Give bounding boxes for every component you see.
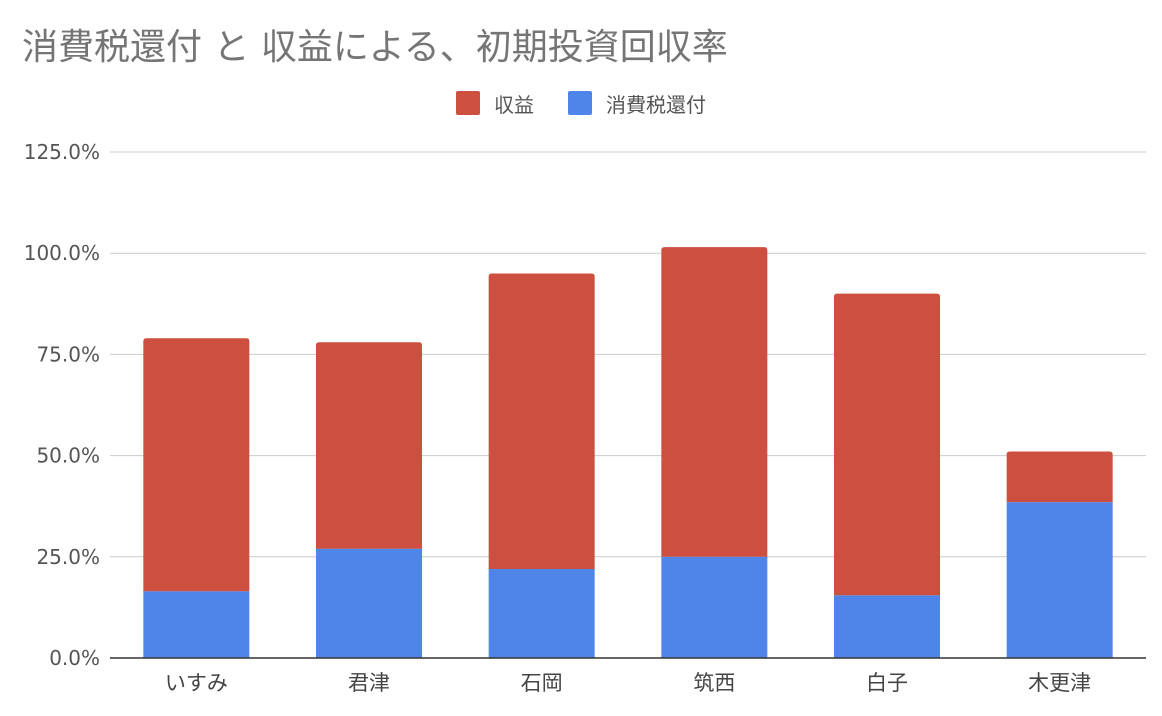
bar-segment <box>661 556 768 658</box>
y-tick-label: 50.0% <box>36 444 100 468</box>
y-tick-label: 100.0% <box>24 241 100 265</box>
x-tick-label: いすみ <box>165 671 228 695</box>
bar-segment <box>143 338 250 592</box>
bar-segment <box>1006 502 1113 658</box>
bar-segment <box>1006 451 1113 503</box>
bar-segment <box>316 342 422 549</box>
y-tick-label: 125.0% <box>24 140 100 164</box>
legend-label-tax-refund: 消費税還付 <box>606 92 706 117</box>
y-tick-label: 75.0% <box>36 342 100 366</box>
legend-swatch-revenue <box>456 91 480 115</box>
bar-segment <box>834 293 940 596</box>
legend-item-revenue: 収益 <box>456 89 534 118</box>
x-tick-label: 木更津 <box>1028 671 1091 695</box>
bar-segment <box>834 595 940 658</box>
chart-legend: 収益 消費税還付 <box>0 88 1162 118</box>
bar-segment <box>661 247 768 557</box>
legend-label-revenue: 収益 <box>494 92 534 117</box>
legend-item-tax-refund: 消費税還付 <box>568 89 706 118</box>
x-tick-label: 君津 <box>348 671 390 695</box>
legend-swatch-tax-refund <box>568 91 592 115</box>
bar-segment <box>143 591 250 658</box>
chart-title: 消費税還付 と 収益による、初期投資回収率 <box>22 27 728 68</box>
y-tick-label: 0.0% <box>49 646 100 670</box>
bar-segment <box>488 568 595 658</box>
x-tick-label: 白子 <box>866 671 908 695</box>
bar-segment <box>316 548 422 658</box>
bar-segment <box>488 273 595 569</box>
y-tick-label: 25.0% <box>36 545 100 569</box>
x-tick-label: 筑西 <box>693 671 735 695</box>
x-tick-label: 石岡 <box>521 671 563 695</box>
